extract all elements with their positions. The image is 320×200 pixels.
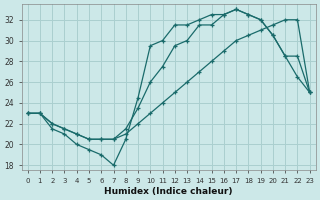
X-axis label: Humidex (Indice chaleur): Humidex (Indice chaleur) <box>104 187 233 196</box>
